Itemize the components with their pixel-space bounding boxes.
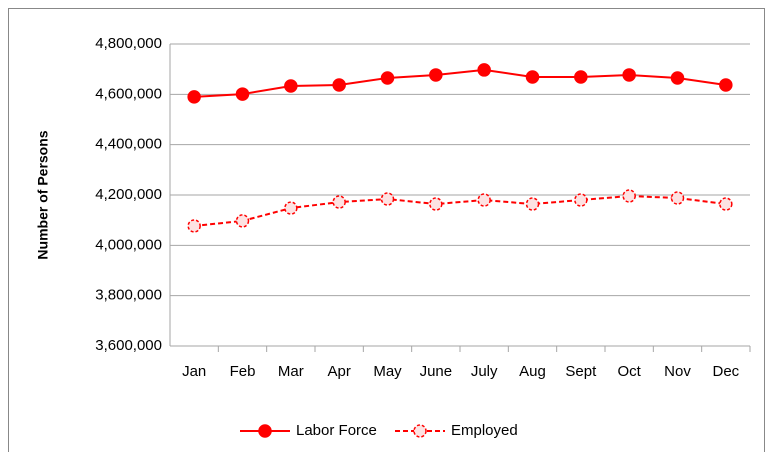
x-tick-label: Nov [664,363,691,380]
x-tick-label: Oct [617,363,641,380]
legend-marker [258,424,272,438]
series-line [194,195,726,227]
marker [477,193,491,207]
x-tick-label: Aug [519,363,546,380]
x-tick-label: Dec [712,363,739,380]
legend-marker [413,424,427,438]
marker [429,68,443,82]
x-tick-label: Jan [182,363,206,380]
marker [670,191,685,205]
y-tick-label: 4,200,000 [95,186,162,203]
marker [187,90,201,104]
x-tick-label: July [471,363,498,380]
x-tick-label: Apr [327,363,350,380]
marker [380,71,395,85]
marker [622,189,636,203]
marker [235,214,250,228]
marker [719,78,733,92]
y-tick-label: 4,400,000 [95,136,162,153]
y-tick-label: 3,800,000 [95,287,162,304]
marker [574,193,588,207]
x-tick-label: May [373,363,402,380]
marker [670,71,685,85]
x-tick-label: Feb [230,363,256,380]
y-tick-label: 4,800,000 [95,35,162,52]
marker [284,201,298,215]
marker [380,192,395,206]
y-tick-label: 4,600,000 [95,85,162,102]
series-line [194,68,726,98]
x-tick-label: Sept [565,363,597,380]
legend-label: Employed [451,422,518,439]
marker [332,78,346,92]
y-tick-label: 4,000,000 [95,236,162,253]
marker [332,195,346,209]
marker [429,197,443,211]
marker [525,197,540,211]
marker [525,70,540,84]
x-tick-label: June [420,363,453,380]
x-tick-label: Mar [278,363,304,380]
marker [235,87,250,101]
marker [719,197,733,211]
marker [622,68,636,82]
marker [477,63,491,77]
y-tick-label: 3,600,000 [95,337,162,354]
marker [187,219,201,233]
chart-frame [8,8,765,452]
marker [574,70,588,84]
legend-label: Labor Force [296,422,377,439]
y-axis-label: Number of Persons [35,130,51,259]
marker [284,79,298,93]
